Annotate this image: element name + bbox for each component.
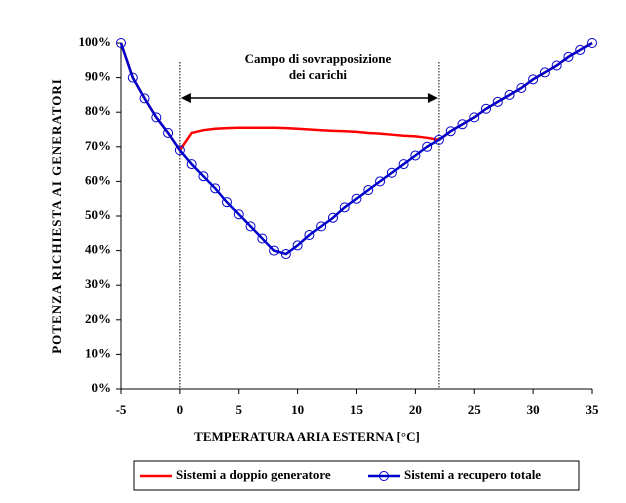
data-point [422,141,433,152]
data-point [516,82,527,93]
x-tick-label: 35 [586,402,600,417]
data-point [221,197,232,208]
x-tick-label: -5 [116,402,127,417]
data-point [139,93,150,104]
data-point [445,126,456,137]
data-point [587,38,597,48]
x-axis-label: TEMPERATURA ARIA ESTERNA [°C] [194,429,420,444]
y-tick-label: 50% [85,207,111,222]
data-point [551,60,562,71]
data-point [492,96,503,107]
y-tick-label: 80% [85,103,111,118]
data-point [398,159,409,170]
data-point [304,230,315,241]
data-point [351,193,362,204]
data-point [457,119,468,130]
data-point [563,51,574,62]
data-point [469,112,480,123]
annotation: Campo di sovrapposizione [245,51,392,66]
x-tick-label: 25 [468,402,482,417]
annotation: dei carichi [289,67,348,82]
y-tick-label: 90% [85,69,111,84]
y-tick-label: 0% [92,380,112,395]
data-point [539,67,550,78]
data-point [410,150,421,161]
data-point [163,127,174,138]
legend-label: Sistemi a recupero totale [404,467,541,482]
y-tick-label: 30% [85,276,111,291]
data-point [174,145,185,156]
data-point [363,185,374,196]
x-tick-label: 30 [527,402,540,417]
x-tick-label: 0 [177,402,184,417]
y-axis-label: POTENZA RICHIESTA AI GENERATORI [49,78,64,354]
y-tick-label: 20% [85,311,111,326]
data-point [186,159,197,170]
data-point [386,167,397,178]
data-point [316,221,327,232]
y-tick-label: 40% [85,242,111,257]
y-tick-label: 70% [85,138,111,153]
y-tick-label: 60% [85,172,111,187]
data-point [375,176,386,187]
y-tick-label: 100% [79,34,112,49]
data-point [280,249,291,260]
data-point [433,134,444,145]
legend-box [133,460,580,491]
data-point [210,183,221,194]
x-tick-label: 5 [236,402,243,417]
data-point [116,38,126,48]
y-tick-label: 10% [85,345,111,360]
x-tick-label: 15 [350,402,364,417]
data-point [292,240,303,251]
data-point [151,112,162,123]
data-point [127,72,138,83]
data-point [339,202,350,213]
data-point [233,209,244,220]
series-line [119,41,593,256]
data-point [481,103,492,114]
data-point [327,212,338,223]
x-tick-label: 20 [409,402,422,417]
legend-label: Sistemi a doppio generatore [176,467,331,482]
data-point [257,233,268,244]
data-point [575,44,586,55]
data-point [198,171,209,182]
x-tick-label: 10 [291,402,304,417]
data-point [528,74,539,85]
legend-marker [379,471,389,481]
data-point [504,89,515,100]
data-point [245,221,256,232]
data-point [269,245,280,256]
